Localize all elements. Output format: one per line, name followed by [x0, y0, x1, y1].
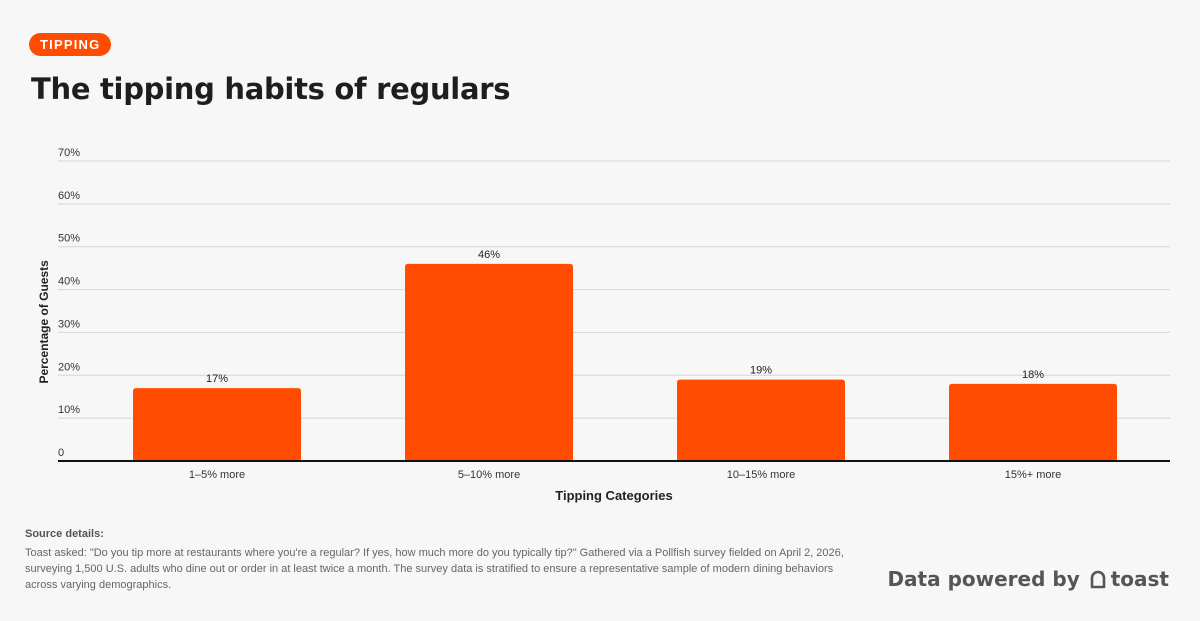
x-tick-label: 15%+ more	[1005, 469, 1062, 481]
x-tick-label: 5–10% more	[458, 469, 520, 481]
y-tick-label: 10%	[58, 404, 80, 416]
data-labels: 17% 46% 19% 18%	[206, 249, 1044, 385]
x-axis-ticks: 1–5% more 5–10% more 10–15% more 15%+ more	[189, 469, 1061, 481]
toast-logo-icon	[1090, 570, 1106, 589]
y-axis-label: Percentage of Guests	[37, 260, 51, 384]
y-tick-label: 0	[58, 447, 64, 459]
bar	[405, 263, 573, 461]
x-tick-label: 10–15% more	[727, 469, 796, 481]
bar-value-label: 18%	[1022, 369, 1044, 381]
powered-by: Data powered by toast	[887, 567, 1169, 591]
bar	[677, 379, 845, 461]
y-tick-label: 40%	[58, 276, 80, 288]
brand-name: toast	[1110, 567, 1169, 591]
category-tag: TIPPING	[29, 33, 112, 56]
grid-lines	[58, 160, 1170, 419]
toast-logo: toast	[1088, 567, 1169, 591]
bar-chart: 0 10% 20% 30% 40% 50% 60% 70% 17% 46% 19% 18% 1–5%…	[37, 147, 1170, 503]
y-tick-label: 70%	[58, 147, 80, 159]
bar-value-label: 17%	[206, 373, 228, 385]
y-tick-label: 50%	[58, 233, 80, 245]
y-tick-label: 60%	[58, 190, 80, 202]
y-tick-label: 20%	[58, 361, 80, 373]
y-tick-label: 30%	[58, 318, 80, 330]
x-axis-label: Tipping Categories	[555, 488, 673, 503]
x-tick-label: 1–5% more	[189, 469, 245, 481]
bars	[133, 263, 1117, 461]
page-title: The tipping habits of regulars	[31, 72, 511, 106]
powered-by-label: Data powered by	[887, 567, 1080, 591]
bar	[133, 388, 301, 461]
bar-value-label: 46%	[478, 249, 500, 261]
bar	[949, 383, 1117, 461]
bar-value-label: 19%	[750, 365, 772, 377]
source-title: Source details:	[25, 528, 104, 540]
source-text: Toast asked: "Do you tip more at restaur…	[25, 547, 844, 591]
y-axis-ticks: 0 10% 20% 30% 40% 50% 60% 70%	[58, 147, 80, 459]
